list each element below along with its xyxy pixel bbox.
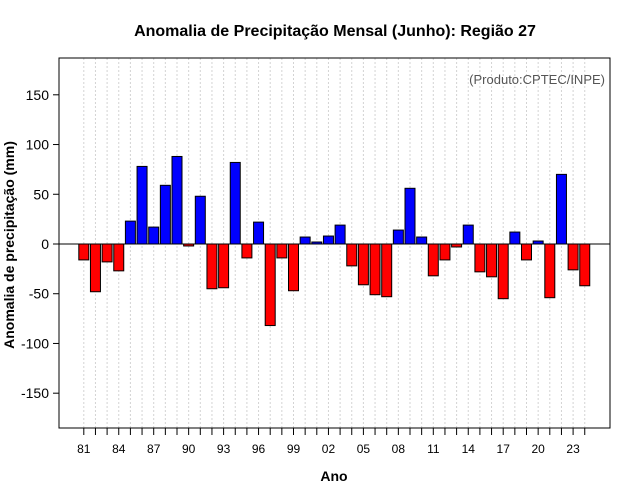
x-tick-label: 84	[112, 442, 126, 456]
x-tick-label: 23	[566, 442, 580, 456]
x-tick-label: 99	[287, 442, 301, 456]
bar-1982	[89, 243, 101, 293]
bar-2009	[404, 187, 416, 245]
y-tick-label: -50	[29, 286, 49, 302]
x-tick-label: 14	[462, 442, 476, 456]
x-tick-label: 05	[357, 442, 371, 456]
bar-2022	[555, 173, 567, 245]
bar-2016	[486, 243, 498, 278]
y-tick-label: 150	[26, 87, 50, 103]
bar-1999	[288, 243, 299, 292]
bar-1992	[206, 243, 218, 290]
y-tick-label: 100	[26, 137, 50, 153]
y-tick-label: -100	[21, 335, 49, 351]
bar-2018	[509, 231, 521, 245]
bar-2005	[357, 243, 369, 286]
plot-frame	[58, 57, 611, 429]
bar-1985	[124, 220, 136, 245]
bar-1997	[264, 243, 276, 327]
x-tick-label: 96	[252, 442, 266, 456]
chart-title: Anomalia de Precipitação Mensal (Junho):…	[134, 23, 536, 40]
x-tick-label: 02	[322, 442, 336, 456]
bar-1991	[194, 195, 206, 245]
x-tick-label: 08	[392, 442, 406, 456]
y-tick-label: 50	[33, 186, 49, 202]
bar-1987	[148, 226, 160, 245]
bar-2023	[567, 243, 579, 271]
y-tick-label: 0	[41, 236, 49, 252]
bar-2010	[416, 236, 428, 245]
y-tick-label: -150	[21, 385, 49, 401]
bar-2004	[346, 243, 358, 267]
bar-2019	[521, 243, 532, 261]
bar-2024	[579, 243, 591, 287]
bar-1989	[171, 155, 183, 245]
x-axis-label: Ano	[320, 468, 347, 484]
bar-2006	[369, 243, 381, 296]
bar-2000	[299, 236, 311, 245]
bar-1984	[113, 243, 125, 272]
bar-1996	[253, 221, 265, 245]
x-tick-label: 20	[531, 442, 545, 456]
bar-1983	[101, 243, 113, 263]
x-tick-label: 90	[182, 442, 196, 456]
bar-2007	[381, 243, 393, 298]
x-tick-label: 93	[217, 442, 231, 456]
bar-2008	[392, 229, 404, 245]
bar-2017	[497, 243, 509, 300]
bar-1986	[136, 165, 148, 245]
bars-group	[78, 155, 591, 327]
bar-2015	[474, 243, 486, 273]
x-tick-label: 17	[497, 442, 511, 456]
x-tick-label: 81	[77, 442, 91, 456]
bar-2002	[322, 235, 334, 245]
bar-1995	[241, 243, 253, 259]
y-axis: -150 -100 -50 0 50 100 150	[21, 87, 59, 401]
chart-annotation: (Produto:CPTEC/INPE)	[469, 72, 605, 87]
x-tick-label: 11	[427, 442, 440, 456]
bar-2011	[427, 243, 439, 277]
bar-2012	[439, 243, 451, 261]
bar-1993	[218, 243, 230, 289]
bar-2014	[462, 224, 474, 245]
x-axis: 81 84 87 90 93 96 99 02 05 08 11 14 17 20 23	[77, 428, 586, 456]
bar-1981	[78, 243, 90, 261]
y-axis-label: Anomalia de precipitação (mm)	[1, 141, 17, 349]
bar-1988	[159, 184, 171, 245]
bar-1994	[229, 161, 241, 245]
bar-2021	[544, 243, 556, 299]
bar-1998	[276, 243, 288, 259]
x-tick-label: 87	[147, 442, 161, 456]
bar-2003	[334, 224, 346, 245]
